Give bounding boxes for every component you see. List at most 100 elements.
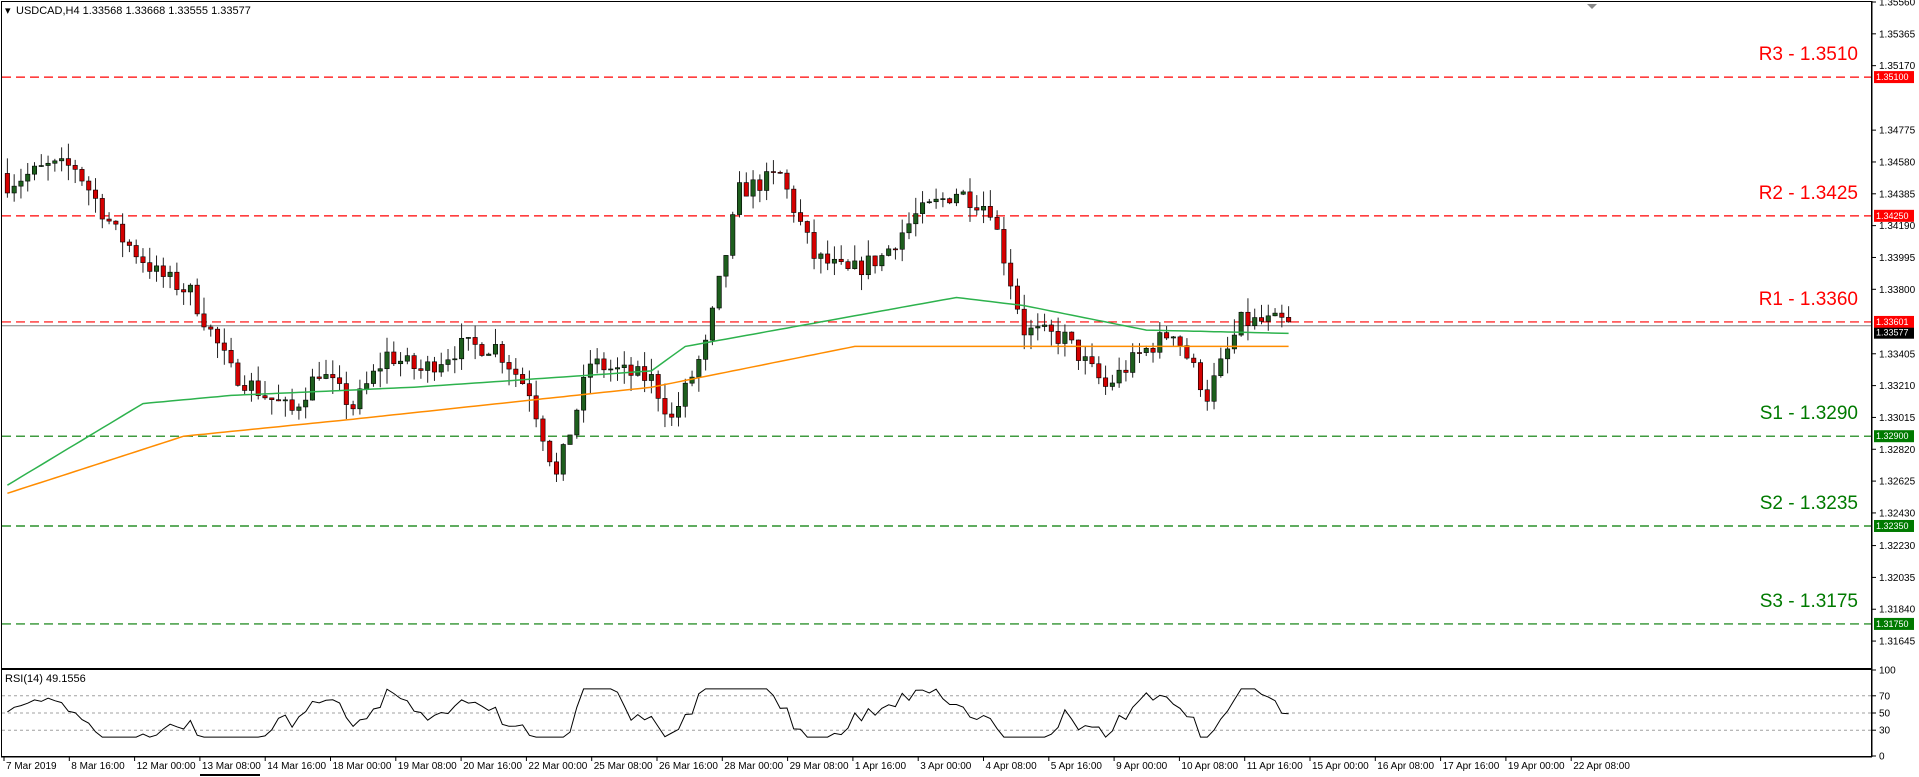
candle-body [831,258,837,264]
candle-body [1252,317,1258,327]
candle-body [208,326,214,330]
candle-body [648,374,654,381]
candle-body [696,359,702,378]
candle-body [872,255,878,267]
candle-body [445,359,451,365]
time-tick-label: 25 Mar 08:00 [594,761,653,772]
price-tick-label: 1.33210 [1879,381,1916,392]
candle-body [974,207,980,211]
candle-body [350,404,356,410]
candle-body [540,418,546,442]
candle-body [1096,363,1102,379]
candle-body [404,355,410,362]
time-tick-label: 18 Mar 00:00 [333,761,392,772]
candle-body [1218,358,1224,377]
candle-body [316,376,322,379]
candle-body [32,165,38,175]
candle-body [1136,352,1142,354]
price-tick-label: 1.32035 [1879,573,1916,584]
rsi-tick-label: 100 [1879,666,1896,677]
price-tick-label: 1.31840 [1879,605,1916,616]
candle-body [194,284,200,315]
price-tick-label: 1.35365 [1879,29,1916,40]
candle-body [818,253,824,259]
time-tick-label: 19 Apr 00:00 [1508,761,1565,772]
rsi-tick-label: 50 [1879,709,1891,720]
candle-body [587,363,593,378]
level-price-tag-text-5: 1.31750 [1876,619,1909,629]
candle-body [140,256,146,263]
candle-body [567,434,573,445]
candle-body [1103,377,1109,387]
main-price-panel[interactable] [1,1,1872,669]
candle-body [492,344,498,355]
candle-body [791,188,797,213]
price-tick-label: 1.34385 [1879,189,1916,200]
candle-body [920,202,926,214]
price-tick-label: 1.32820 [1879,445,1916,456]
time-axis: 7 Mar 2019 8 Mar 16:00 12 Mar 00:00 13 Mar … [1,756,1872,776]
level-price-tag-text-1: 1.34250 [1876,211,1909,221]
candle-body [303,399,309,408]
candle-body [1204,389,1210,402]
candle-body [93,189,99,199]
candle-body [933,198,939,203]
candle-body [52,160,58,164]
chart-shift-marker-icon[interactable] [1587,4,1597,9]
time-tick-label: 9 Apr 00:00 [1116,761,1168,772]
candle-body [262,395,268,399]
symbol-header: USDCAD,H4 1.33568 1.33668 1.33555 1.3357… [16,5,251,17]
candle-body [309,376,315,401]
candle-body [838,258,844,263]
candle-body [886,248,892,256]
level-label-4: S2 - 1.3235 [1760,493,1858,514]
candle-body [798,212,804,222]
candle-body [906,223,912,234]
time-tick-label: 5 Apr 16:00 [1051,761,1103,772]
candle-body [269,397,275,400]
candle-body [282,399,288,402]
candle-body [215,328,221,344]
candle-body [1265,315,1271,322]
candle-body [899,232,905,250]
candle-body [398,360,404,365]
candle-body [737,182,743,215]
price-tick-label: 1.35560 [1879,0,1916,9]
price-tick-label: 1.34580 [1879,157,1916,168]
price-axis: 1.35560 1.35365 1.35170 1.34775 1.34580 1.343… [1872,0,1916,763]
symbol-dropdown-icon[interactable]: ▾ [5,5,11,17]
candle-body [38,165,44,167]
time-tick-label: 19 Mar 08:00 [398,761,457,772]
candle-body [72,165,78,170]
candle-body [506,362,512,370]
candle-body [276,399,282,402]
candle-body [730,214,736,256]
candle-body [892,248,898,251]
level-price-tag-2 [1874,315,1914,328]
candle-body [1177,336,1183,346]
candle-body [86,180,92,191]
candle-body [703,339,709,360]
candle-body [560,444,566,475]
candle-body [852,260,858,269]
candle-body [411,355,417,369]
candle-body [635,366,641,376]
time-tick-label: 15 Apr 00:00 [1312,761,1369,772]
candle-body [723,255,729,277]
price-tick-label: 1.34190 [1879,221,1916,232]
candle-body [1055,331,1061,344]
candle-body [1008,262,1014,287]
candle-body [594,358,600,365]
time-tick-label: 8 Mar 16:00 [71,761,125,772]
time-tick-label: 28 Mar 00:00 [724,761,783,772]
candle-body [1082,356,1088,361]
candle-body [1089,356,1095,365]
candle-body [621,364,627,368]
candle-body [859,260,865,276]
candle-body [1123,369,1129,373]
rsi-panel[interactable] [1,669,1872,757]
candle-body [1062,331,1068,344]
candle-body [459,337,465,360]
level-price-tag-text-0: 1.35100 [1876,72,1909,82]
